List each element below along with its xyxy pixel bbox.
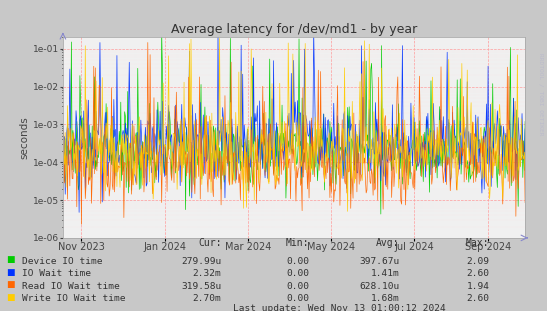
Text: 2.32m: 2.32m	[193, 269, 222, 278]
Text: ■: ■	[7, 268, 15, 277]
Text: 2.60: 2.60	[467, 294, 490, 303]
Text: Cur:: Cur:	[198, 238, 222, 248]
Text: 0.00: 0.00	[286, 294, 309, 303]
Title: Average latency for /dev/md1 - by year: Average latency for /dev/md1 - by year	[171, 23, 417, 36]
Text: Min:: Min:	[286, 238, 309, 248]
Text: 1.94: 1.94	[467, 282, 490, 290]
Text: 628.10u: 628.10u	[359, 282, 399, 290]
Text: ■: ■	[7, 256, 15, 264]
Text: 279.99u: 279.99u	[181, 257, 222, 266]
Text: 2.70m: 2.70m	[193, 294, 222, 303]
Text: 319.58u: 319.58u	[181, 282, 222, 290]
Text: Max:: Max:	[466, 238, 490, 248]
Text: 2.60: 2.60	[467, 269, 490, 278]
Text: 1.41m: 1.41m	[370, 269, 399, 278]
Text: ■: ■	[7, 281, 15, 289]
Text: Avg:: Avg:	[376, 238, 399, 248]
Text: 397.67u: 397.67u	[359, 257, 399, 266]
Text: Device IO time: Device IO time	[22, 257, 102, 266]
Text: ■: ■	[7, 293, 15, 302]
Text: 0.00: 0.00	[286, 282, 309, 290]
Text: Read IO Wait time: Read IO Wait time	[22, 282, 120, 290]
Text: IO Wait time: IO Wait time	[22, 269, 91, 278]
Y-axis label: seconds: seconds	[20, 116, 30, 159]
Text: 0.00: 0.00	[286, 257, 309, 266]
Text: 2.09: 2.09	[467, 257, 490, 266]
Text: RRDTOOL / TOBI OETIKER: RRDTOOL / TOBI OETIKER	[538, 53, 543, 135]
Text: Write IO Wait time: Write IO Wait time	[22, 294, 125, 303]
Text: Last update: Wed Nov 13 01:00:12 2024: Last update: Wed Nov 13 01:00:12 2024	[233, 304, 445, 311]
Text: 0.00: 0.00	[286, 269, 309, 278]
Text: 1.68m: 1.68m	[370, 294, 399, 303]
